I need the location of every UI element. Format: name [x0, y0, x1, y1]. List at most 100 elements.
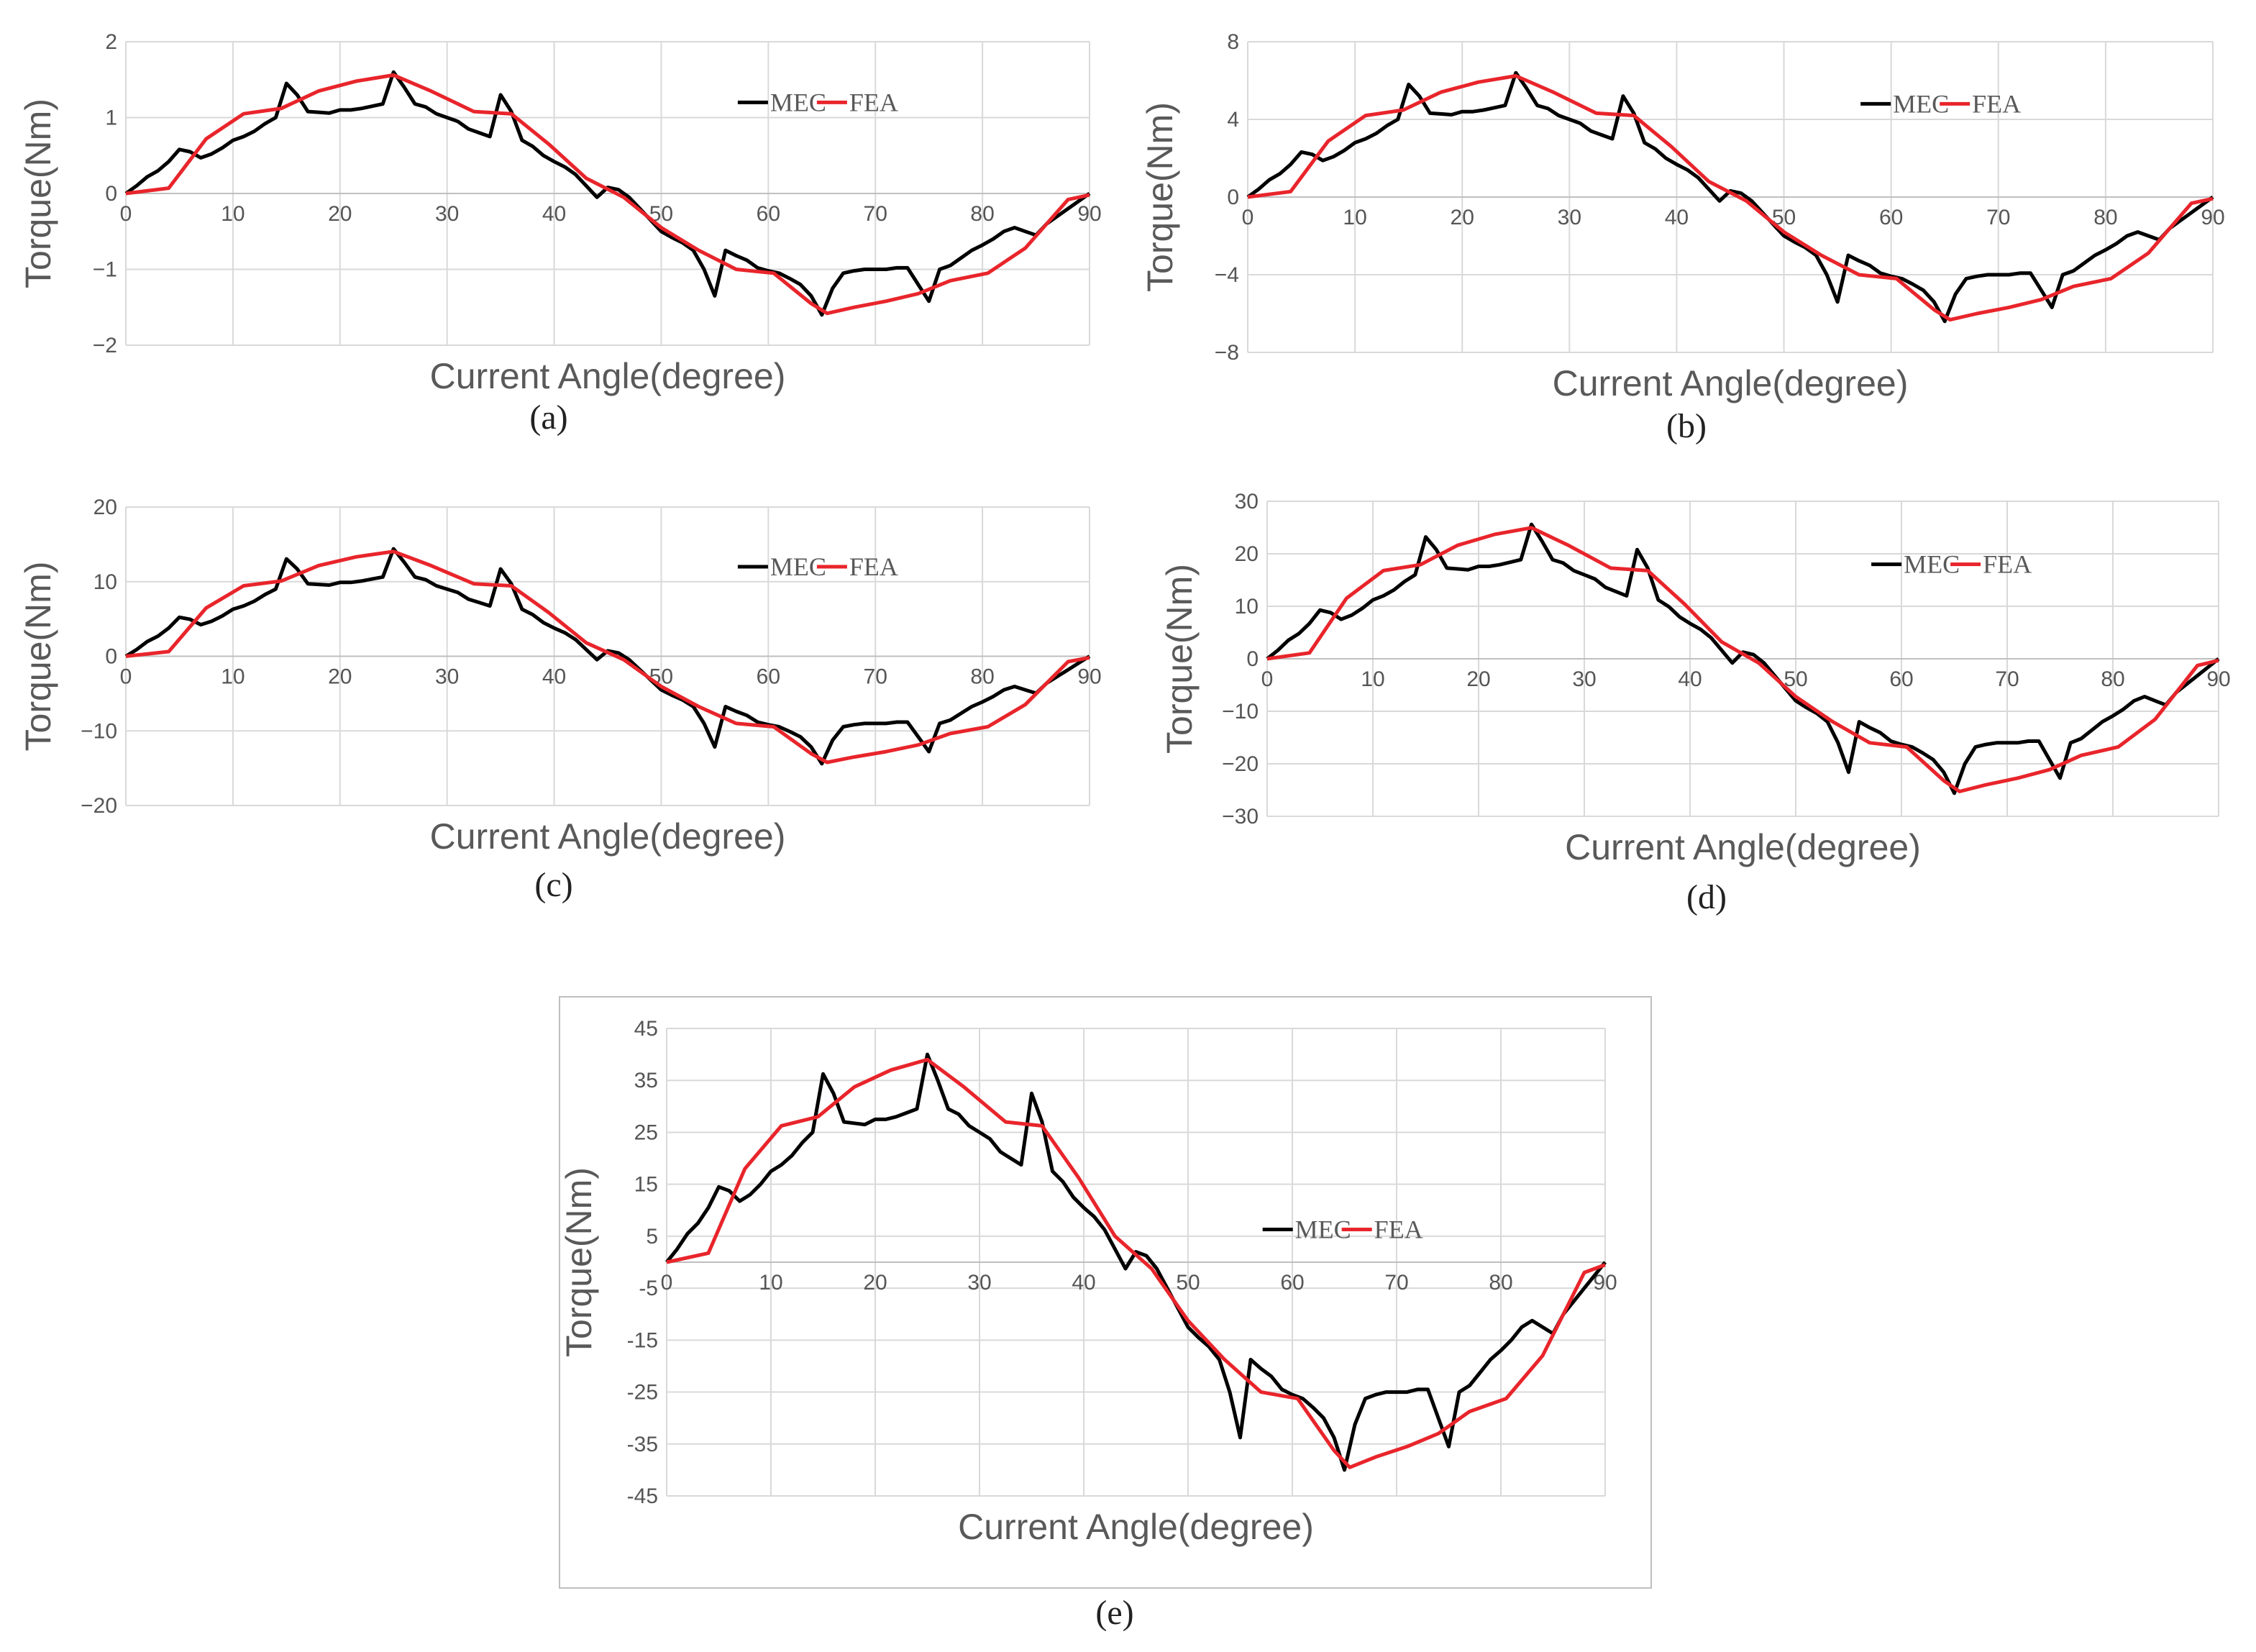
y-tick-label: 0 — [105, 645, 117, 669]
series-line-mec — [665, 1052, 1607, 1472]
x-tick-label: 90 — [1077, 202, 1101, 226]
y-tick-label: 0 — [1227, 186, 1239, 209]
x-tick-label: 90 — [2206, 667, 2230, 691]
caption-c: (c) — [534, 866, 573, 904]
y-tick-label: 10 — [1235, 595, 1259, 619]
series-line-fea — [125, 73, 1090, 316]
x-tick-label: 40 — [1072, 1271, 1095, 1295]
x-tick-label: 30 — [967, 1271, 991, 1295]
chart-border — [559, 996, 1652, 1589]
caption-e: (e) — [1095, 1594, 1134, 1632]
x-tick-label: 20 — [328, 202, 352, 226]
y-tick-label: −10 — [81, 719, 117, 743]
y-tick-label: 1 — [105, 106, 117, 130]
caption-d: (d) — [1686, 878, 1727, 916]
x-axis-title: Current Angle(degree) — [1565, 827, 1921, 867]
x-tick-label: 70 — [864, 202, 887, 226]
y-tick-label: 5 — [646, 1225, 658, 1249]
y-tick-label: 30 — [1235, 490, 1259, 514]
x-tick-label: 80 — [2093, 206, 2117, 229]
chart-svg-e: 45 35 25 15 5 -5 -15 -25 -35 -45 0 10 20 30 40 50 60 70 80… — [559, 996, 1652, 1589]
legend-label-fea: FEA — [1983, 550, 2032, 579]
y-axis-title: Torque(Nm) — [18, 99, 58, 288]
y-tick-label: 20 — [1235, 542, 1259, 566]
x-tick-label: 0 — [1242, 206, 1254, 229]
x-tick-label: 10 — [759, 1271, 782, 1295]
y-tick-label: 4 — [1227, 108, 1239, 132]
x-tick-label: 90 — [2201, 206, 2224, 229]
x-tick-label: 70 — [864, 665, 887, 689]
y-tick-label: −30 — [1222, 805, 1259, 829]
chart-panel-b: 8 4 0 −4 −8 0 10 20 30 40 50 60 70 80 90 Current Angle(… — [1125, 0, 2256, 475]
x-tick-label: 20 — [328, 665, 352, 689]
chart-panel-d: 30 20 10 0 −10 −20 −30 0 10 20 30 40 50 60 70 80 90 Curre… — [1125, 482, 2256, 924]
chart-panel-a: 2 1 0 −1 −2 0 10 20 30 40 50 60 70 80 90 Current Angle(… — [0, 0, 1122, 475]
y-tick-label: -15 — [627, 1328, 658, 1352]
caption-b: (b) — [1666, 407, 1707, 445]
y-axis-title: Torque(Nm) — [1140, 102, 1180, 292]
series-line-fea — [125, 549, 1090, 765]
x-tick-label: 50 — [1176, 1271, 1200, 1295]
y-tick-label: −8 — [1215, 341, 1239, 365]
x-tick-label: 60 — [1280, 1271, 1304, 1295]
x-tick-label: 60 — [1879, 206, 1903, 229]
x-tick-label: 20 — [1466, 667, 1490, 691]
x-tick-label: 40 — [1678, 667, 1702, 691]
x-tick-label: 40 — [542, 665, 566, 689]
y-tick-label: 25 — [634, 1121, 658, 1144]
y-tick-label: −4 — [1215, 263, 1239, 287]
x-tick-label: 90 — [1077, 665, 1101, 689]
x-tick-label: 70 — [1995, 667, 2019, 691]
y-tick-label: 35 — [634, 1069, 658, 1092]
y-axis-title: Torque(Nm) — [559, 1167, 599, 1357]
x-tick-label: 60 — [757, 202, 780, 226]
y-tick-label: 0 — [1246, 647, 1259, 671]
y-tick-label: 20 — [93, 496, 117, 519]
y-tick-label: 0 — [105, 182, 117, 206]
y-axis-title: Torque(Nm) — [1159, 564, 1200, 754]
x-tick-label: 0 — [120, 202, 132, 226]
x-tick-label: 30 — [1572, 667, 1596, 691]
x-tick-label: 60 — [757, 665, 780, 689]
x-tick-label: 30 — [435, 665, 459, 689]
x-tick-label: 30 — [1558, 206, 1581, 229]
x-tick-label: 10 — [221, 202, 245, 226]
x-tick-label: 40 — [542, 202, 566, 226]
series-line-fea — [1247, 74, 2214, 322]
x-tick-label: 70 — [1384, 1271, 1408, 1295]
y-tick-label: −2 — [93, 334, 117, 357]
x-tick-label: 40 — [1665, 206, 1689, 229]
legend-label-fea: FEA — [1972, 89, 2021, 118]
y-tick-label: 15 — [634, 1173, 658, 1197]
legend-label-fea: FEA — [849, 88, 898, 117]
x-tick-label: 10 — [221, 665, 245, 689]
y-tick-label: 10 — [93, 570, 117, 594]
x-tick-label: 20 — [863, 1271, 887, 1295]
y-axis-title: Torque(Nm) — [18, 562, 58, 752]
x-tick-label: 80 — [1489, 1271, 1512, 1295]
chart-panel-e: 45 35 25 15 5 -5 -15 -25 -35 -45 0 10 20 30 40 50 60 70 80… — [559, 996, 1652, 1647]
y-tick-label: -5 — [639, 1277, 658, 1300]
x-tick-label: 0 — [1261, 667, 1274, 691]
caption-a: (a) — [529, 398, 568, 437]
x-tick-label: 30 — [435, 202, 459, 226]
x-axis-title: Current Angle(degree) — [958, 1507, 1314, 1547]
x-tick-label: 70 — [1986, 206, 2010, 229]
x-tick-label: 60 — [1889, 667, 1913, 691]
x-tick-label: 10 — [1361, 667, 1384, 691]
legend-label-fea: FEA — [1374, 1215, 1423, 1244]
legend-label-fea: FEA — [849, 552, 898, 581]
x-tick-label: 20 — [1451, 206, 1474, 229]
x-axis-title: Current Angle(degree) — [1553, 363, 1909, 403]
y-tick-label: −20 — [81, 794, 117, 818]
x-tick-label: 80 — [2101, 667, 2124, 691]
y-tick-label: -45 — [627, 1484, 658, 1508]
x-tick-label: 0 — [120, 665, 132, 689]
y-tick-label: 45 — [634, 1017, 658, 1041]
x-tick-label: 80 — [970, 665, 994, 689]
y-tick-label: -25 — [627, 1381, 658, 1405]
y-tick-label: −20 — [1222, 752, 1259, 776]
